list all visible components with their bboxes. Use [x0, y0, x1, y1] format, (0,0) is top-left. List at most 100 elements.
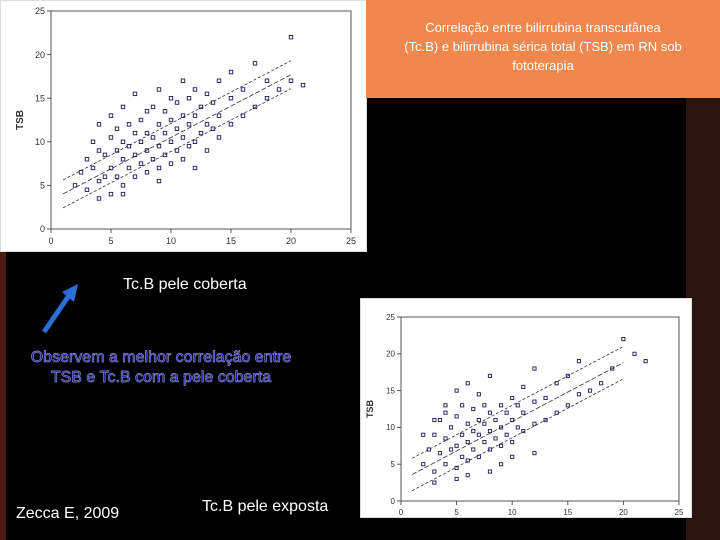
data-point	[460, 432, 465, 437]
data-point	[132, 91, 138, 97]
data-point	[264, 78, 270, 83]
scatter-plot-svg: 0 5 10 15 20 25 0 5 10 15 20 25 TSB	[15, 6, 356, 246]
data-point	[454, 414, 459, 419]
data-point	[90, 139, 96, 145]
data-point	[132, 174, 138, 179]
data-point	[228, 95, 234, 101]
data-point	[487, 429, 493, 434]
data-point	[437, 417, 442, 423]
confidence-line	[62, 88, 292, 209]
data-point	[565, 403, 570, 408]
regression-line	[411, 362, 624, 475]
data-point	[108, 113, 114, 118]
data-point	[120, 191, 126, 197]
data-point	[437, 451, 442, 456]
y-axis-label: TSB	[365, 399, 375, 418]
data-point	[156, 122, 162, 127]
data-point	[120, 157, 126, 162]
data-point	[300, 82, 306, 88]
data-point	[126, 143, 132, 149]
data-point	[144, 148, 150, 153]
arrow-up-right-icon	[41, 284, 78, 334]
data-point	[192, 165, 198, 171]
data-point	[120, 139, 126, 145]
x-tick-label: 0	[399, 508, 404, 517]
data-point	[465, 458, 470, 463]
data-point	[156, 165, 162, 171]
data-point	[126, 165, 132, 171]
data-point	[515, 425, 520, 430]
data-point	[84, 157, 90, 162]
x-tick-label: 10	[166, 236, 176, 246]
data-point	[443, 403, 448, 408]
data-point	[216, 135, 222, 140]
data-point	[460, 454, 465, 459]
data-point	[162, 130, 168, 136]
x-tick-label: 15	[563, 508, 572, 517]
data-point	[454, 476, 459, 481]
data-point	[114, 174, 120, 179]
data-point	[204, 91, 210, 97]
data-point	[460, 403, 465, 408]
confidence-line	[62, 60, 292, 181]
data-point	[216, 113, 222, 118]
data-point	[90, 165, 96, 171]
data-point	[198, 130, 204, 136]
data-point	[102, 174, 108, 179]
data-point	[186, 95, 192, 101]
x-tick-label: 25	[346, 236, 356, 246]
data-point	[96, 178, 102, 184]
data-point	[471, 406, 476, 412]
data-point	[482, 440, 487, 445]
data-point	[476, 392, 481, 397]
caption-covered-skin: Tc.B pele coberta	[123, 276, 247, 293]
observation-note: Observem a melhor correlação entre TSB e…	[6, 348, 316, 388]
data-point	[174, 100, 180, 105]
scatter-plot-exposed-skin: 0 5 10 15 20 25 0 5 10 15 20 25 TSB	[360, 298, 692, 518]
y-tick-label: 20	[35, 50, 45, 60]
citation: Zecca E, 2009	[16, 505, 120, 522]
data-point	[156, 143, 162, 149]
data-point	[543, 417, 548, 423]
data-point	[150, 104, 156, 110]
note-line-1: Observem a melhor correlação entre	[30, 349, 292, 366]
data-point	[565, 373, 570, 378]
slide-edge-stripe-left	[0, 250, 6, 540]
confidence-line	[411, 346, 624, 459]
data-point	[643, 359, 648, 364]
data-point	[421, 462, 426, 467]
data-point	[150, 135, 156, 140]
data-point	[443, 410, 448, 415]
data-point	[482, 403, 487, 408]
y-axis-label: TSB	[15, 110, 26, 130]
data-point	[180, 157, 186, 162]
data-point	[180, 78, 186, 83]
data-point	[264, 95, 270, 101]
x-tick-label: 0	[48, 236, 53, 246]
data-point	[150, 157, 156, 162]
data-point	[114, 126, 120, 131]
data-point	[521, 384, 526, 389]
data-point	[126, 122, 132, 127]
y-tick-label: 10	[386, 423, 395, 432]
confidence-line	[411, 378, 624, 492]
data-point	[432, 417, 437, 423]
data-point	[465, 381, 470, 386]
data-point	[532, 399, 537, 404]
data-point	[499, 462, 504, 467]
data-point	[276, 87, 282, 92]
data-point	[96, 122, 102, 127]
data-point	[204, 122, 210, 127]
data-point	[240, 113, 246, 118]
note-line-2: TSB e Tc.B com a pele coberta	[50, 369, 272, 386]
title-line-2: (Tc.B) e bilirrubina sérica total (TSB) …	[404, 39, 682, 54]
data-point	[156, 178, 162, 184]
y-tick-label: 15	[386, 386, 395, 395]
data-point	[576, 392, 581, 397]
data-point	[192, 139, 198, 145]
data-point	[515, 403, 520, 408]
data-point	[465, 473, 470, 478]
data-point	[504, 432, 509, 437]
data-point	[443, 462, 448, 467]
data-point	[499, 443, 504, 448]
